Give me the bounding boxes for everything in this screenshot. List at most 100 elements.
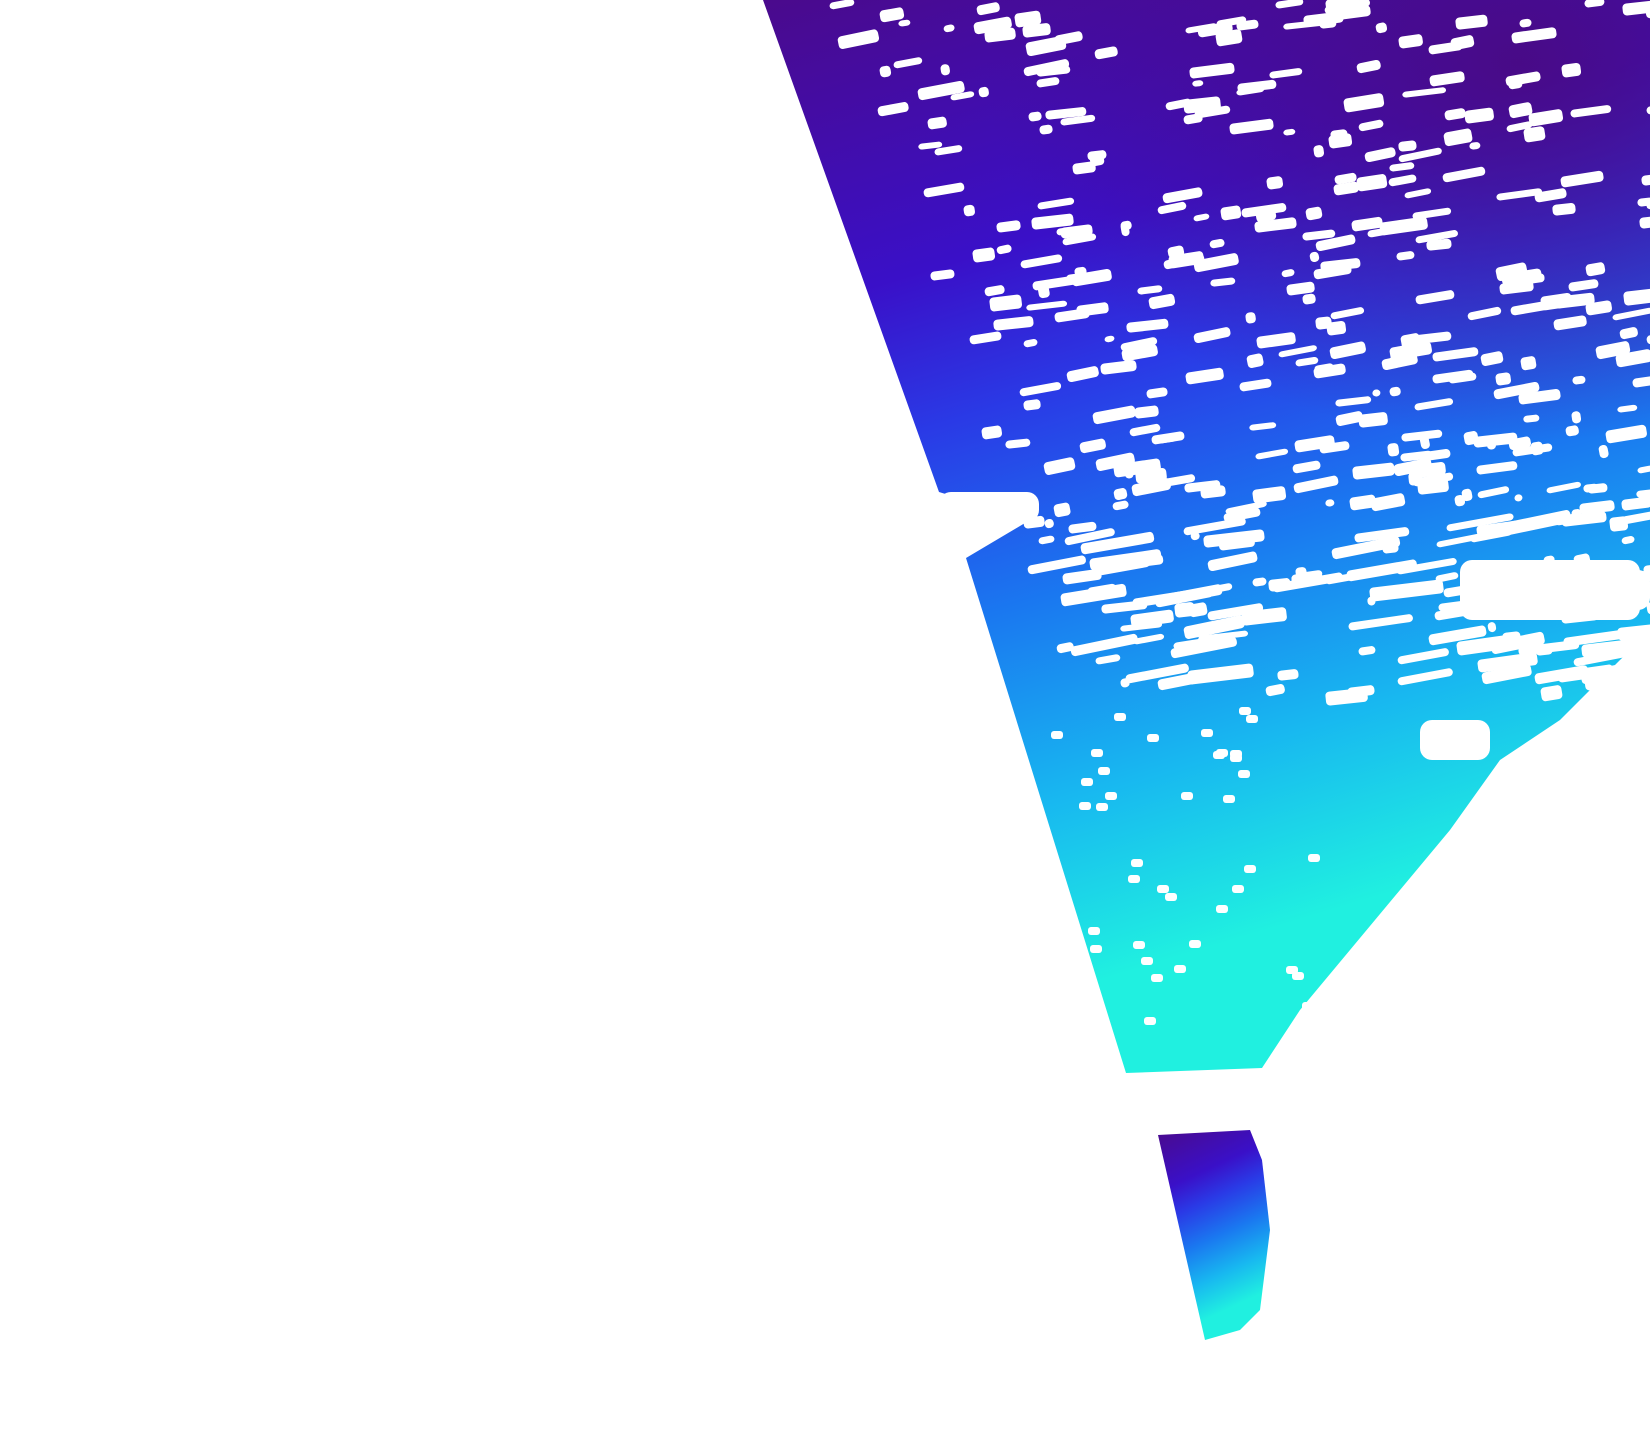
cloud-patch	[1141, 957, 1153, 965]
cloud-patch	[1045, 107, 1087, 120]
cloud-patch	[1079, 802, 1091, 810]
cloud-patch	[1508, 436, 1531, 451]
cloud-patch	[1181, 792, 1193, 800]
cloud-patch	[1443, 128, 1473, 147]
cloud-patch	[1579, 500, 1615, 515]
cloud-patch	[1183, 96, 1221, 114]
cloud-patch	[1354, 527, 1410, 543]
cloud-patch	[1278, 345, 1317, 358]
cloud-patch	[1347, 685, 1375, 698]
cloud-patch	[1193, 253, 1239, 273]
cloud-patch	[1435, 572, 1459, 583]
cloud-patch	[1358, 412, 1388, 428]
cloud-patch	[1367, 225, 1406, 238]
cloud-patch	[1194, 105, 1231, 119]
cloud-patch	[1229, 118, 1274, 135]
cloud-patch	[1412, 207, 1452, 220]
cloud-patch	[1188, 602, 1208, 618]
cloud-patch	[1502, 631, 1521, 646]
cloud-patch	[1496, 188, 1543, 201]
cloud-patch	[1151, 974, 1163, 982]
cloud-patch	[1023, 339, 1038, 348]
cloud-patch	[943, 24, 955, 33]
cloud-patch	[1428, 625, 1487, 646]
cloud-patch	[1358, 646, 1376, 656]
cloud-patch	[1133, 633, 1165, 645]
cloud-patch	[1252, 577, 1267, 587]
cloud-patch	[1505, 71, 1541, 87]
cloud-patch	[1446, 513, 1514, 532]
cloud-patch	[1157, 885, 1169, 893]
cloud-patch	[1088, 927, 1100, 935]
cloud-patch	[1387, 443, 1400, 457]
cloud-patch	[1037, 197, 1075, 210]
cloud-patch	[1500, 570, 1650, 610]
cloud-patch	[1404, 188, 1432, 199]
cloud-patch	[1414, 398, 1454, 411]
cloud-patch	[1241, 203, 1287, 218]
cloud-patch	[1072, 161, 1096, 175]
cloud-patch	[989, 294, 1022, 312]
cloud-patch	[1189, 62, 1235, 79]
cloud-patch	[1255, 448, 1289, 460]
cloud-patch	[1314, 363, 1334, 372]
cloud-patch	[1450, 35, 1475, 51]
cloud-patch	[1295, 567, 1308, 581]
cloud-patch	[1167, 245, 1185, 259]
cloud-patch	[1348, 614, 1413, 631]
cloud-patch	[1005, 438, 1031, 449]
cloud-patch	[1051, 731, 1063, 739]
cloud-patch	[1215, 29, 1243, 47]
cloud-patch	[1094, 46, 1118, 60]
cloud-patch	[1275, 0, 1304, 9]
cloud-patch	[1130, 609, 1174, 628]
cloud-patch	[1237, 79, 1277, 93]
cloud-patch	[1095, 452, 1135, 472]
cloud-patch	[1389, 354, 1416, 364]
cloud-patch	[1066, 366, 1099, 383]
cloud-patch	[1092, 405, 1136, 425]
cloud-patch	[1393, 458, 1432, 477]
swath-lower	[1158, 1130, 1270, 1340]
cloud-patch	[927, 116, 947, 130]
cloud-patch	[934, 145, 963, 156]
cloud-patch	[1292, 460, 1321, 474]
cloud-patch	[1470, 529, 1512, 543]
cloud-patch	[1193, 213, 1210, 222]
cloud-patch	[1210, 277, 1236, 287]
cloud-patch	[1213, 751, 1225, 759]
cloud-patch	[1054, 31, 1083, 46]
cloud-patch	[1265, 684, 1285, 697]
cloud-patch	[1091, 749, 1103, 757]
cloud-patch	[1463, 431, 1479, 446]
cloud-patch	[984, 27, 1016, 43]
cloud-patch	[1585, 262, 1606, 277]
cloud-patch	[1081, 778, 1093, 786]
cloud-patch	[1335, 396, 1372, 407]
cloud-patch	[1038, 535, 1055, 545]
cloud-patch	[1293, 475, 1339, 494]
cloud-patch	[1520, 356, 1537, 371]
cloud-patch	[1519, 18, 1532, 28]
cloud-patch	[1469, 142, 1481, 150]
cloud-patch	[1087, 150, 1107, 161]
cloud-patch	[1225, 501, 1267, 515]
cloud-patch	[1230, 750, 1242, 758]
cloud-patch	[879, 65, 892, 78]
cloud-patch	[996, 220, 1021, 233]
cloud-patch	[1193, 327, 1231, 344]
cloud-patch	[1246, 353, 1264, 369]
cloud-patch	[1398, 140, 1417, 152]
cloud-patch	[1249, 422, 1277, 431]
cloud-patch	[1528, 273, 1545, 284]
cloud-patch	[1245, 312, 1256, 324]
cloud-patch	[1333, 181, 1359, 196]
cloud-patch	[1419, 434, 1430, 450]
cloud-patch	[1283, 128, 1296, 136]
cloud-patch	[1313, 145, 1325, 158]
cloud-patch	[1087, 986, 1099, 994]
cloud-patch	[1239, 707, 1251, 715]
cloud-patch	[1099, 1025, 1111, 1033]
cloud-patch	[1236, 19, 1259, 31]
